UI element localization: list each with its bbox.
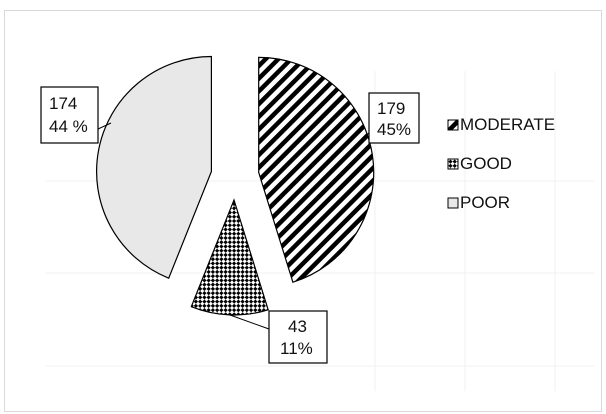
pie-slice-good (190, 198, 269, 316)
pie-slice-poor (96, 55, 212, 279)
legend-label-moderate: MODERATE (460, 115, 555, 134)
legend-label-poor: POOR (460, 193, 510, 212)
label-box-good (268, 310, 328, 364)
data-label-poor: 174 44 % (40, 86, 112, 144)
data-label-moderate: 179 45% (349, 92, 420, 152)
label-box-moderate (368, 92, 420, 144)
pie-chart: 179 45% 43 11% 174 44 % MODERATE GOOD PO… (40, 55, 595, 391)
legend-swatch-poor (447, 197, 459, 209)
legend: MODERATE GOOD POOR (447, 115, 555, 212)
leader-line-poor (97, 122, 112, 130)
pie-slices (96, 55, 375, 316)
slice-value-poor: 174 (49, 94, 77, 113)
pie-slice-moderate (258, 56, 375, 283)
legend-swatch-good (447, 158, 459, 170)
chart-figure: 179 45% 43 11% 174 44 % MODERATE GOOD PO… (4, 10, 602, 412)
label-box-poor (40, 86, 99, 144)
slice-percent-good: 11% (280, 339, 313, 358)
slice-value-good: 43 (288, 317, 307, 336)
slice-value-moderate: 179 (377, 99, 405, 118)
slice-percent-moderate: 45% (377, 120, 411, 139)
data-label-good: 43 11% (229, 310, 328, 364)
leader-line-good (229, 314, 270, 330)
leader-line-moderate (349, 132, 370, 152)
legend-swatch-moderate (447, 119, 459, 131)
legend-label-good: GOOD (460, 154, 512, 173)
slice-percent-poor: 44 % (49, 117, 88, 136)
